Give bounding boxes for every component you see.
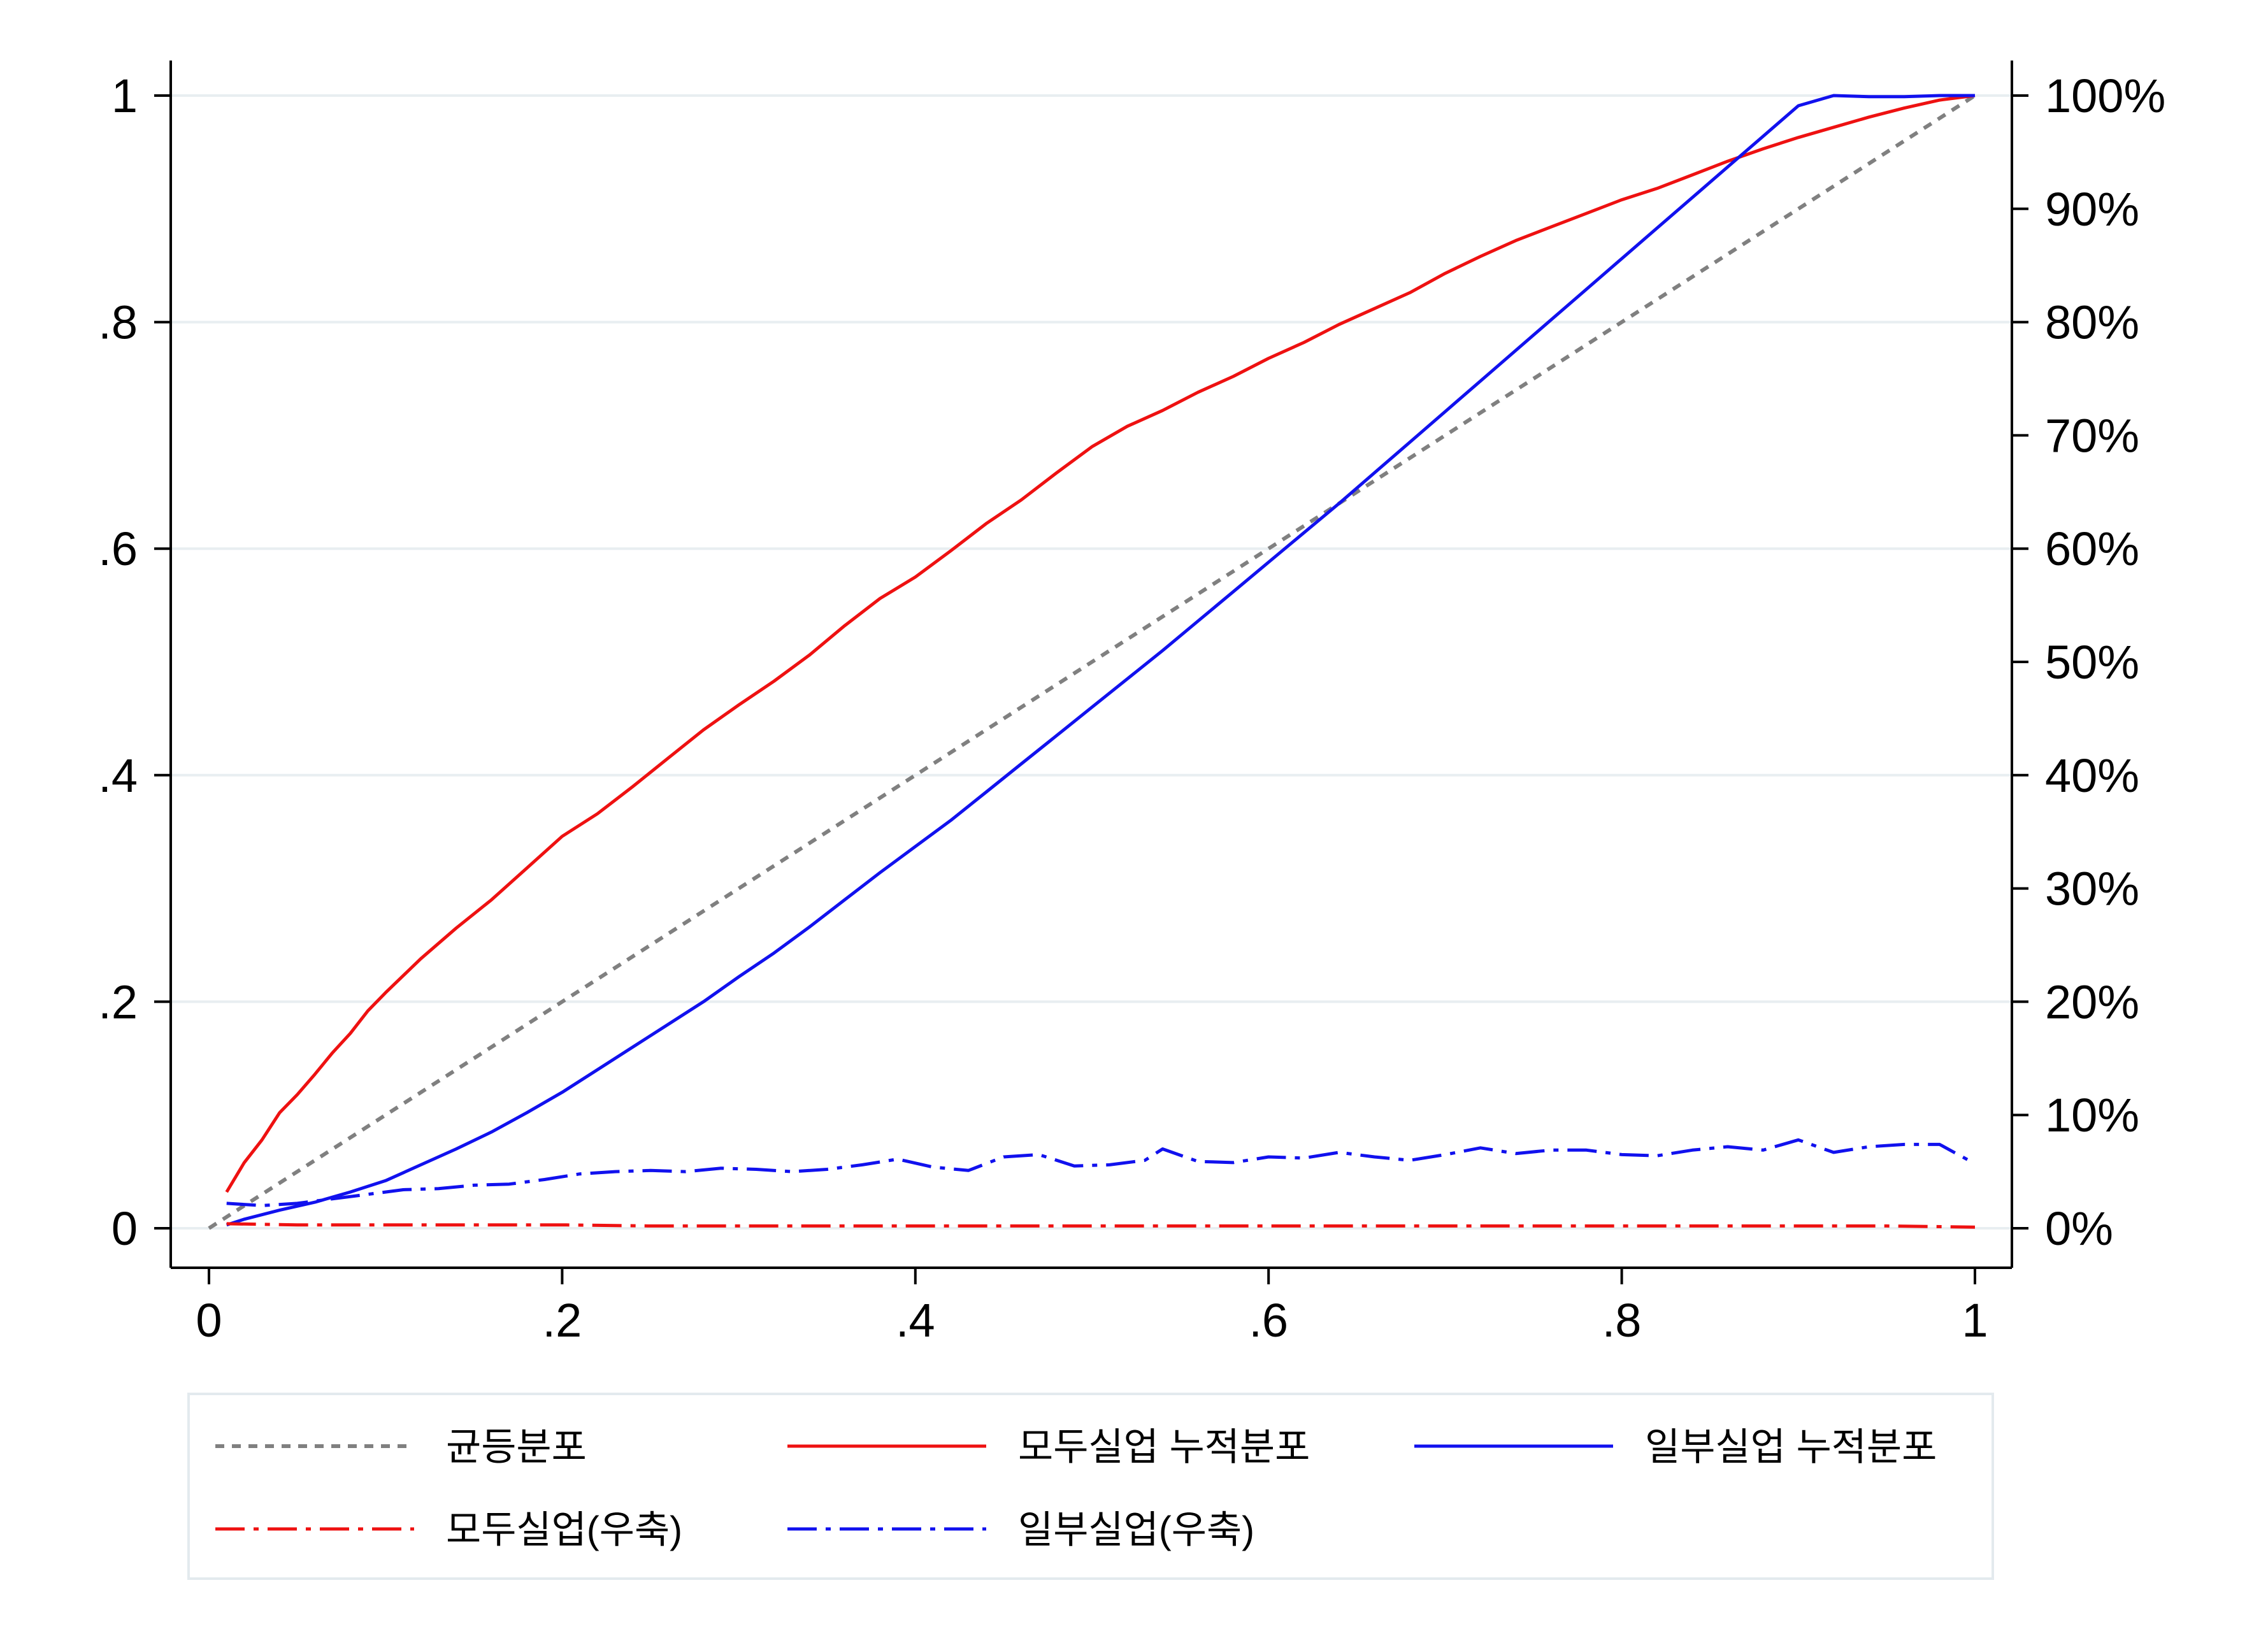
y-tick-label: .4 — [98, 749, 138, 802]
axes — [154, 61, 2028, 1284]
y2-tick-label: 40% — [2045, 749, 2139, 802]
y-tick-label: .8 — [98, 296, 138, 349]
x-tick-label: .8 — [1602, 1294, 1642, 1347]
y-tick-label: .2 — [98, 975, 138, 1028]
legend-label-3: 일부실업 누적분포 — [1645, 1426, 1937, 1468]
legend-label-1: 균등분포 — [446, 1426, 587, 1468]
series-line-5 — [226, 1138, 1976, 1207]
x-tick-label: .6 — [1249, 1294, 1288, 1347]
gridlines — [171, 94, 2012, 1230]
y2-tick-label: 0% — [2045, 1202, 2113, 1255]
y2-tick-label: 30% — [2045, 863, 2139, 915]
legend-label-5: 일부실업(우축) — [1018, 1509, 1254, 1551]
tick-labels: 0.2.4.6.810%10%20%30%40%50%60%70%80%90%1… — [98, 69, 2165, 1347]
y2-tick-label: 50% — [2045, 636, 2139, 689]
y2-tick-label: 70% — [2045, 409, 2139, 462]
y2-tick-label: 80% — [2045, 296, 2139, 349]
series-line-4 — [226, 1222, 1976, 1229]
y-tick-label: 0 — [111, 1202, 138, 1255]
x-tick-label: 1 — [1962, 1294, 1988, 1347]
series-line-2 — [225, 94, 1976, 1193]
series-line-1 — [208, 94, 1976, 1230]
y2-tick-label: 100% — [2045, 69, 2165, 122]
y2-tick-label: 20% — [2045, 975, 2139, 1028]
plot-series — [208, 94, 1976, 1230]
y2-tick-label: 10% — [2045, 1089, 2139, 1142]
y-tick-label: 1 — [111, 69, 138, 122]
legend-label-2: 모두실업 누적분포 — [1018, 1426, 1310, 1468]
legend-box — [187, 1393, 1994, 1580]
series-line-3 — [226, 94, 1975, 1227]
x-tick-label: .4 — [896, 1294, 935, 1347]
y-tick-label: .6 — [98, 522, 138, 575]
legend-label-4: 모두실업(우축) — [446, 1509, 682, 1551]
y2-tick-label: 90% — [2045, 183, 2139, 236]
x-tick-label: 0 — [196, 1294, 222, 1347]
x-tick-label: .2 — [543, 1294, 582, 1347]
y2-tick-label: 60% — [2045, 522, 2139, 575]
